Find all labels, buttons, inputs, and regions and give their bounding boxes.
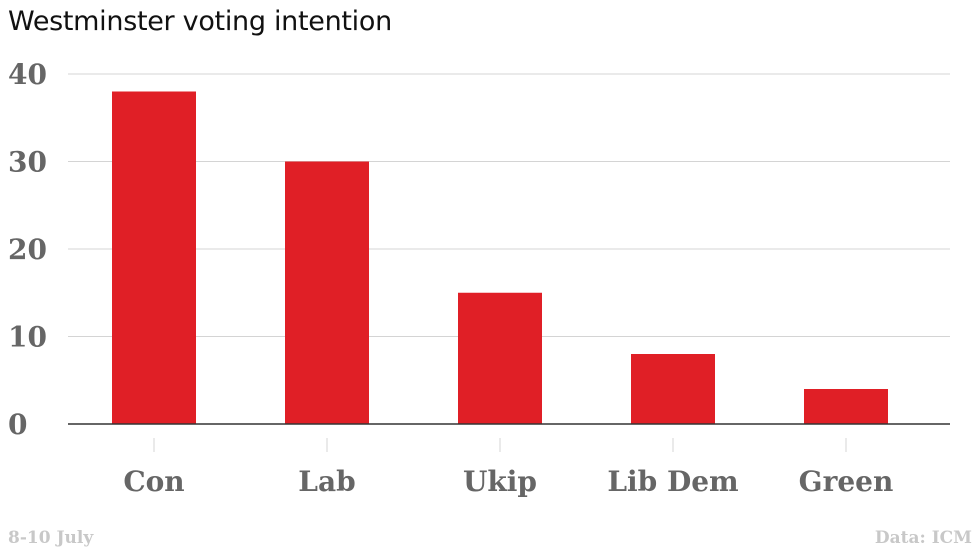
- y-tick-label: 30: [8, 146, 47, 179]
- bar-ukip: [458, 292, 542, 424]
- bar-con: [112, 91, 196, 424]
- x-category-label: Lib Dem: [607, 465, 738, 498]
- gridlines: [68, 73, 950, 337]
- bar-lab: [285, 161, 369, 424]
- source-note: Data: ICM: [874, 528, 972, 548]
- date-note: 8-10 July: [8, 528, 94, 548]
- x-category-label: Con: [123, 465, 184, 498]
- y-tick-label: 10: [8, 321, 47, 354]
- y-tick-label: 20: [8, 233, 47, 266]
- y-axis-ticks: 0 10 20 30 40: [8, 58, 47, 441]
- x-category-label: Green: [799, 465, 894, 498]
- chart-title: Westminster voting intention: [8, 6, 392, 37]
- x-category-label: Ukip: [463, 465, 537, 498]
- x-category-label: Lab: [298, 465, 355, 498]
- bar-lib-dem: [631, 354, 715, 424]
- y-tick-label: 40: [8, 58, 47, 91]
- x-axis-ticks: Con Lab Ukip Lib Dem Green: [123, 438, 893, 498]
- bars: [112, 91, 888, 424]
- y-tick-label: 0: [8, 408, 27, 441]
- bar-green: [804, 389, 888, 424]
